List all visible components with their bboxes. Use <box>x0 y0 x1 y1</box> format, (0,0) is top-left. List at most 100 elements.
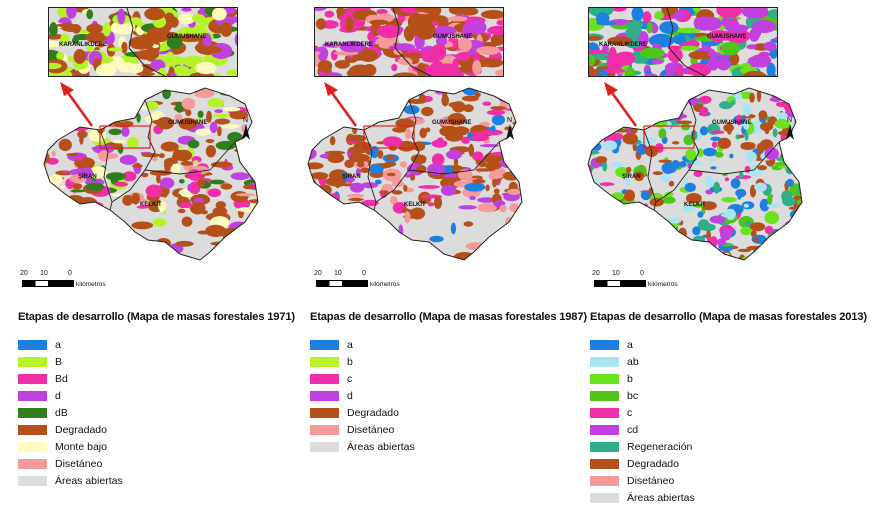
map-patch <box>213 82 225 87</box>
legend-label: d <box>55 389 61 402</box>
map-patch <box>722 266 733 272</box>
map-patch <box>441 184 457 196</box>
map-patch <box>447 113 466 126</box>
map-patch <box>472 151 484 162</box>
inset-patch <box>729 53 740 66</box>
map-patch <box>349 102 362 111</box>
inset-patch <box>651 59 664 65</box>
map-patch <box>590 201 598 214</box>
scale-unit: kilómetros <box>370 281 400 288</box>
map-patch <box>316 230 336 237</box>
legend-item: Áreas abiertas <box>310 438 415 455</box>
map-patch <box>77 155 83 161</box>
map-patch <box>689 88 705 94</box>
map-patch <box>243 148 249 153</box>
map-patch <box>310 172 329 180</box>
map-patch <box>776 112 788 120</box>
map-patch <box>44 88 57 95</box>
map-patch <box>686 242 692 255</box>
map-patch <box>439 126 460 137</box>
inset-patch <box>643 73 659 76</box>
map-patch <box>441 94 449 107</box>
map-patch <box>108 128 123 135</box>
map-patch <box>222 88 232 94</box>
inset-patch <box>144 8 165 21</box>
legend-swatch <box>590 356 619 367</box>
map-patch <box>615 167 630 178</box>
map-patch <box>668 180 675 187</box>
north-label: N <box>243 117 248 124</box>
map-patch <box>378 91 386 95</box>
inset-patch <box>447 16 468 22</box>
map-patch <box>77 130 88 139</box>
map-patch <box>348 153 370 163</box>
inset-patch <box>85 31 107 43</box>
map-patch <box>227 132 243 143</box>
legend-label: Monte bajo <box>55 440 107 453</box>
inset-patch <box>49 40 63 48</box>
map-patch <box>635 82 642 88</box>
legend-item: Degradado <box>18 421 123 438</box>
map-patch <box>369 146 380 158</box>
map-patch <box>646 111 653 116</box>
inset-patch <box>476 46 501 55</box>
legend-label: Áreas abiertas <box>347 440 415 453</box>
inset-patch <box>234 33 237 46</box>
inset-patch <box>409 22 436 36</box>
map-patch <box>742 104 752 117</box>
legend-swatch <box>18 373 47 384</box>
map-patch <box>162 191 168 198</box>
map-patch <box>697 148 704 158</box>
map-patch <box>633 234 640 238</box>
map-patch <box>797 260 804 266</box>
map-patch <box>704 175 714 188</box>
map-patch <box>448 102 461 108</box>
zoom-arrow-head <box>324 82 338 96</box>
map-patch <box>434 88 456 91</box>
legend-swatch <box>18 339 47 350</box>
map-patch <box>115 88 127 97</box>
inset-patch <box>676 27 701 34</box>
map-patch <box>392 126 408 133</box>
zoom-area-box <box>643 125 695 149</box>
map-patch <box>141 153 161 158</box>
inset-patch <box>212 73 222 76</box>
map-patch <box>220 183 233 190</box>
inset-patch <box>746 44 757 50</box>
map-patch <box>693 170 703 177</box>
map-patch <box>492 178 497 188</box>
inset-patch <box>318 52 328 62</box>
map-patch <box>347 134 367 142</box>
map-patch <box>215 140 237 150</box>
map-patch <box>469 196 476 201</box>
map-patch <box>44 88 46 94</box>
map-patch <box>616 217 625 225</box>
inset-patch <box>431 44 447 61</box>
map-patch <box>789 88 797 95</box>
map-patch <box>592 127 609 133</box>
map-patch <box>375 231 393 240</box>
inset-patch <box>166 35 183 50</box>
scale-unit: kilómetros <box>76 281 106 288</box>
inset-patch <box>625 21 644 29</box>
map-patch <box>158 153 165 159</box>
region-map: GUMUSHANE ŞİRAN KELKİT N <box>304 82 524 272</box>
map-patch <box>361 182 378 189</box>
map-patch <box>418 185 440 189</box>
map-patch <box>622 132 638 145</box>
inset-patch <box>128 36 155 50</box>
legend-item: bc <box>590 387 695 404</box>
legend-label: Degradado <box>55 423 107 436</box>
map-patch <box>744 221 751 228</box>
map-patch <box>719 101 733 110</box>
north-arrow-icon <box>506 124 514 140</box>
map-patch <box>498 95 519 103</box>
map-patch <box>66 153 79 157</box>
map-patch <box>764 147 779 160</box>
legend: a b c d Degradado Disetáneo Áreas abiertas <box>310 336 415 455</box>
map-patch <box>615 111 623 123</box>
map-patch <box>759 122 774 132</box>
legend-swatch <box>310 407 339 418</box>
map-patch <box>463 104 474 113</box>
map-patch <box>222 106 241 112</box>
